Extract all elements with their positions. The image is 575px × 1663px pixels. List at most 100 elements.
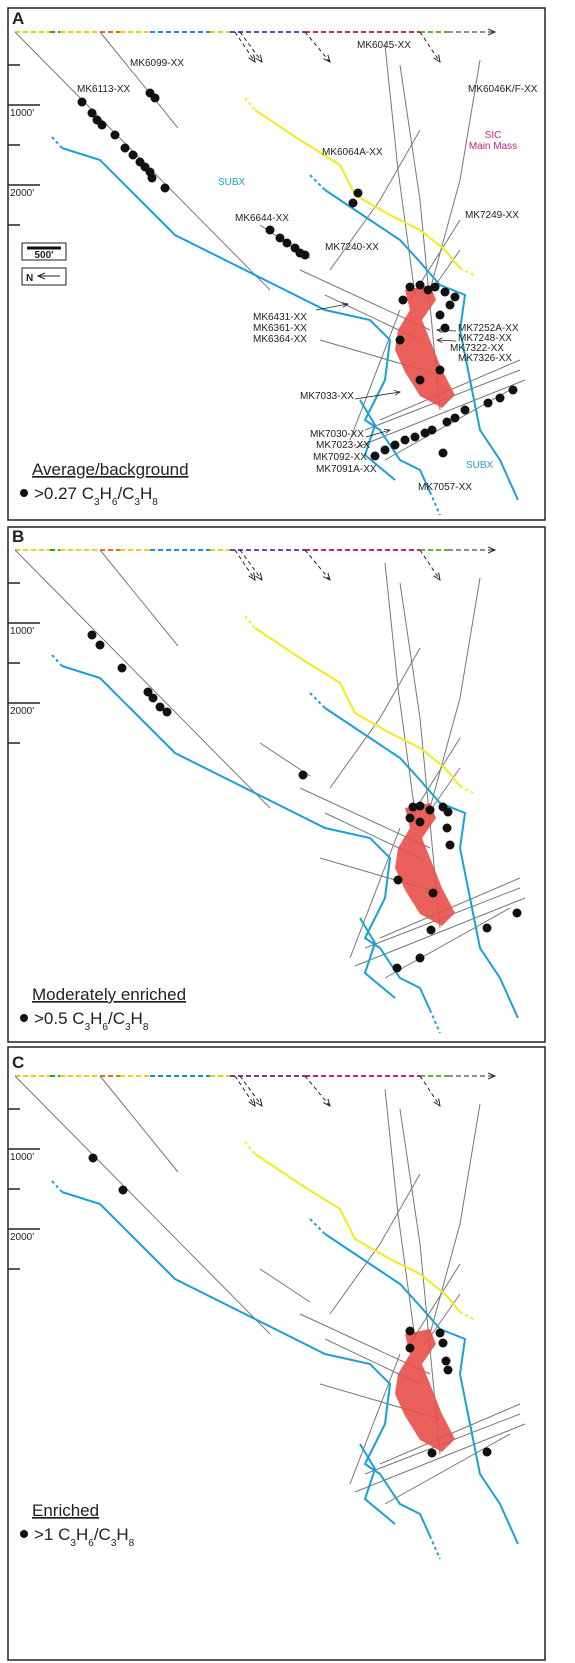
sample-dot [483,1448,492,1457]
sample-dot [426,806,435,815]
formula-part: C [58,1525,70,1544]
drillhole [385,1089,415,1339]
contact-yellow [255,1154,460,1312]
sample-dot [416,818,425,827]
formula-part: C [82,484,94,503]
formula-part: H [100,484,112,503]
sample-dot [427,926,436,935]
panel-letter: A [12,9,24,28]
legend-dot [20,1014,28,1022]
sample-dot [396,336,405,345]
formula-part: /C [117,484,134,503]
figure: A 1000' 2000' Average/background >0.27 C3H6/… [0,0,575,1663]
legend-dot [20,489,28,497]
sample-dot [436,1329,445,1338]
sample-dot [406,814,415,823]
sample-dot [406,1327,415,1336]
legend-title: Moderately enriched [32,985,186,1004]
formula-part: 8 [143,1022,149,1033]
subx-contact [430,1010,440,1033]
formula-part: H [131,1009,143,1028]
threshold: >1 [34,1525,53,1544]
sample-dot [111,131,120,140]
sample-dot [98,121,107,130]
drillhole-label: MK7249-XX [465,210,519,221]
projection-arrow [240,1076,262,1106]
projection-arrow [240,32,262,62]
projection-arrow [240,550,262,580]
sample-dot [483,924,492,933]
drillhole [100,32,178,128]
sample-dot [399,296,408,305]
drillhole [385,563,415,813]
drillhole-label: MK7023-XX [316,440,370,451]
legend-text: >0.27 C3H6/C3H8 [34,484,158,508]
contact-yellow [460,786,475,794]
drillhole-label: MK7240-XX [325,242,379,253]
sample-dot [444,808,453,817]
drillhole-label: MK7057-XX [418,482,472,493]
panel-letter: B [12,527,24,546]
panel: B1000'2000'Moderately enriched>0.5 C3H6/… [8,527,525,1033]
sample-dot [299,771,308,780]
depth-label: 2000' [10,706,34,717]
drillhole [100,550,178,646]
sample-dot [484,399,493,408]
sample-dot [381,446,390,455]
formula-part: /C [108,1009,125,1028]
projection-arrow [235,550,255,580]
legend-title: Average/background [32,460,189,479]
projection-arrow [420,32,440,62]
drillhole [330,1174,420,1314]
depth-label: 2000' [10,1232,34,1243]
unit-label: Main Mass [469,141,517,152]
unit-label: SUBX [466,460,494,471]
sample-dot [451,293,460,302]
drillhole-label: MK6431-XX [253,312,307,323]
sample-dot [149,694,158,703]
sample-dot [416,954,425,963]
subx-contact [360,1444,395,1524]
formula-part: H [140,484,152,503]
formula-part: H [76,1525,88,1544]
sample-dot [416,281,425,290]
legend-dot [20,1530,28,1538]
drillhole [350,1354,400,1484]
sample-dot [148,174,157,183]
sample-dot [401,436,410,445]
drillhole-label: MK6113-XX [77,84,131,95]
formula-part: C [72,1009,84,1028]
sample-dot [129,151,138,160]
page: A 1000' 2000' Average/background >0.27 C3H6/… [0,0,575,1663]
unit-label: SUBX [218,177,246,188]
formula-part: 8 [152,497,158,508]
sample-dot [441,288,450,297]
drillhole-label: MK7092-XX [313,452,367,463]
sample-dot [428,1449,437,1458]
depth-label: 1000' [10,108,34,119]
sample-dot [151,94,160,103]
drillhole [100,1076,178,1172]
drillhole-label: MK7326-XX [458,353,512,364]
projection-arrow [305,550,330,580]
formula-part: H [90,1009,102,1028]
drillhole-label: MK6361-XX [253,323,307,334]
sample-dot [429,889,438,898]
threshold: >0.27 [34,484,77,503]
sample-dot [431,283,440,292]
formula-part: H [116,1525,128,1544]
legend-title: Enriched [32,1501,99,1520]
sample-dot [119,1186,128,1195]
subx-contact [360,918,395,998]
depth-label: 1000' [10,1152,34,1163]
sample-dot [513,909,522,918]
drillhole-label: MK6046K/F-XX [468,84,538,95]
sample-dot [442,1357,451,1366]
sample-dot [266,226,275,235]
sample-dot [428,426,437,435]
sample-dot [439,1339,448,1348]
drillhole [330,648,420,788]
contact-yellow [245,1142,255,1154]
sample-dot [416,376,425,385]
subx-contact [310,693,325,708]
